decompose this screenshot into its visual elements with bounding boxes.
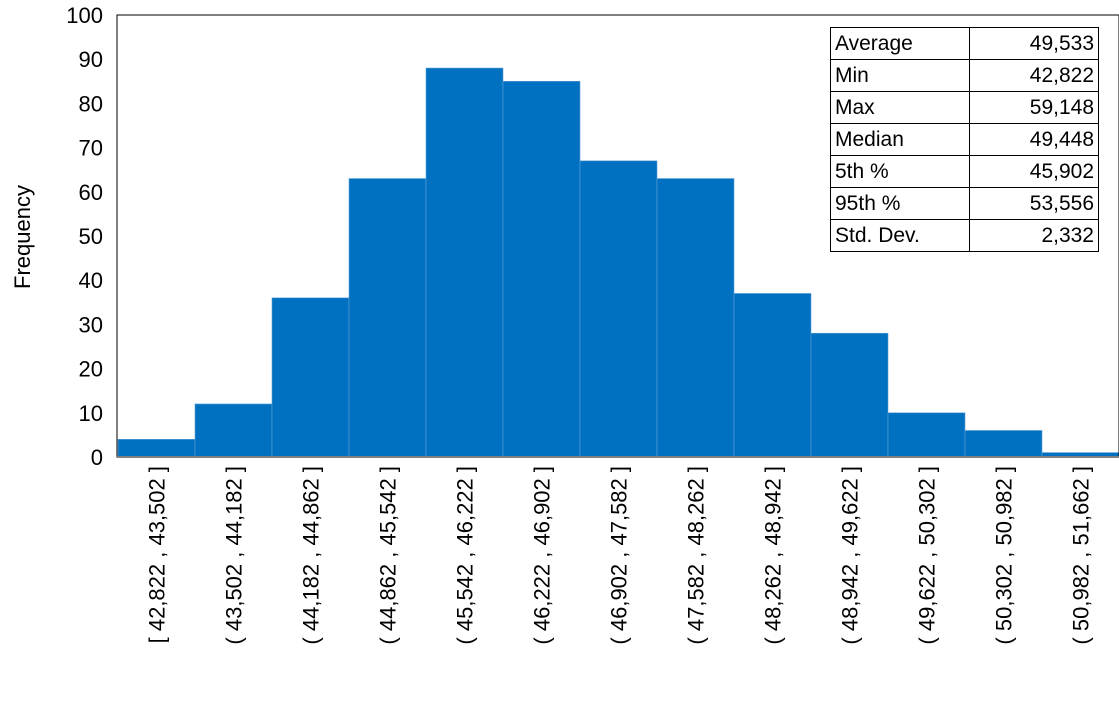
x-tick-label: ( 44,182 , 44,862 ]: [299, 466, 324, 645]
y-tick-label: 0: [91, 445, 103, 470]
histogram-bar: [887, 412, 966, 458]
x-tick-label: ( 45,542 , 46,222 ]: [453, 466, 478, 645]
histogram-bar: [194, 403, 273, 458]
x-tick-label: ( 48,262 , 48,942 ]: [761, 466, 786, 645]
y-axis-label: Frequency: [10, 185, 35, 289]
stat-value: 49,448: [969, 123, 1099, 156]
x-ticks-group: [ 42,822 , 43,502 ] ( 43,502 , 44,182 ] ( …: [145, 466, 1094, 645]
stat-value: 2,332: [969, 219, 1099, 252]
stat-value: 59,148: [969, 91, 1099, 124]
stat-label: Max: [830, 91, 970, 124]
x-tick-label: ( 46,902 , 47,582 ]: [607, 466, 632, 645]
stat-label: Average: [830, 27, 970, 60]
stats-table: Average 49,533 Min 42,822 Max 59,148 Median 49,…: [830, 27, 1099, 252]
histogram-bar: [579, 160, 658, 458]
y-tick-label: 30: [79, 312, 103, 337]
stat-label: Std. Dev.: [830, 219, 970, 252]
y-tick-label: 40: [79, 268, 103, 293]
bars-group: [117, 67, 1119, 458]
histogram-bar: [656, 178, 735, 458]
y-tick-label: 60: [79, 180, 103, 205]
x-tick-label: ( 43,502 , 44,182 ]: [222, 466, 247, 645]
y-tick-label: 100: [66, 3, 103, 28]
stats-row: Median 49,448: [830, 123, 1099, 156]
x-tick-label: ( 50,302 , 50,982 ]: [992, 466, 1017, 645]
histogram-bar: [348, 178, 427, 458]
y-tick-label: 20: [79, 357, 103, 382]
stats-row: Average 49,533: [830, 27, 1099, 60]
stat-value: 49,533: [969, 27, 1099, 60]
histogram-bar: [117, 439, 196, 458]
stats-row: Max 59,148: [830, 91, 1099, 124]
stat-value: 53,556: [969, 187, 1099, 220]
histogram-bar: [502, 81, 581, 458]
stats-row: Min 42,822: [830, 59, 1099, 92]
stats-row: 95th % 53,556: [830, 187, 1099, 220]
y-tick-label: 90: [79, 47, 103, 72]
x-tick-label: [ 42,822 , 43,502 ]: [145, 466, 170, 643]
stats-row: Std. Dev. 2,332: [830, 219, 1099, 252]
stat-value: 42,822: [969, 59, 1099, 92]
histogram-bar: [733, 293, 812, 458]
stat-value: 45,902: [969, 155, 1099, 188]
stat-label: 95th %: [830, 187, 970, 220]
y-tick-label: 80: [79, 91, 103, 116]
x-tick-label: ( 49,622 , 50,302 ]: [915, 466, 940, 645]
x-tick-label: ( 46,222 , 46,902 ]: [530, 466, 555, 645]
y-ticks-group: 0 10 20 30 40 50 60 70 80 90 100: [66, 3, 103, 470]
histogram-bar: [425, 67, 504, 458]
stats-row: 5th % 45,902: [830, 155, 1099, 188]
y-tick-label: 10: [79, 401, 103, 426]
x-tick-label: ( 50,982 , 51,662 ]: [1069, 466, 1094, 645]
histogram-bar: [964, 430, 1043, 458]
x-tick-label: ( 44,862 , 45,542 ]: [376, 466, 401, 645]
y-tick-label: 50: [79, 224, 103, 249]
y-tick-label: 70: [79, 136, 103, 161]
histogram-bar: [810, 332, 889, 458]
stat-label: Min: [830, 59, 970, 92]
x-tick-label: ( 47,582 , 48,262 ]: [684, 466, 709, 645]
stat-label: 5th %: [830, 155, 970, 188]
histogram-bar: [271, 297, 350, 458]
stat-label: Median: [830, 123, 970, 156]
x-tick-label: ( 48,942 , 49,622 ]: [838, 466, 863, 645]
